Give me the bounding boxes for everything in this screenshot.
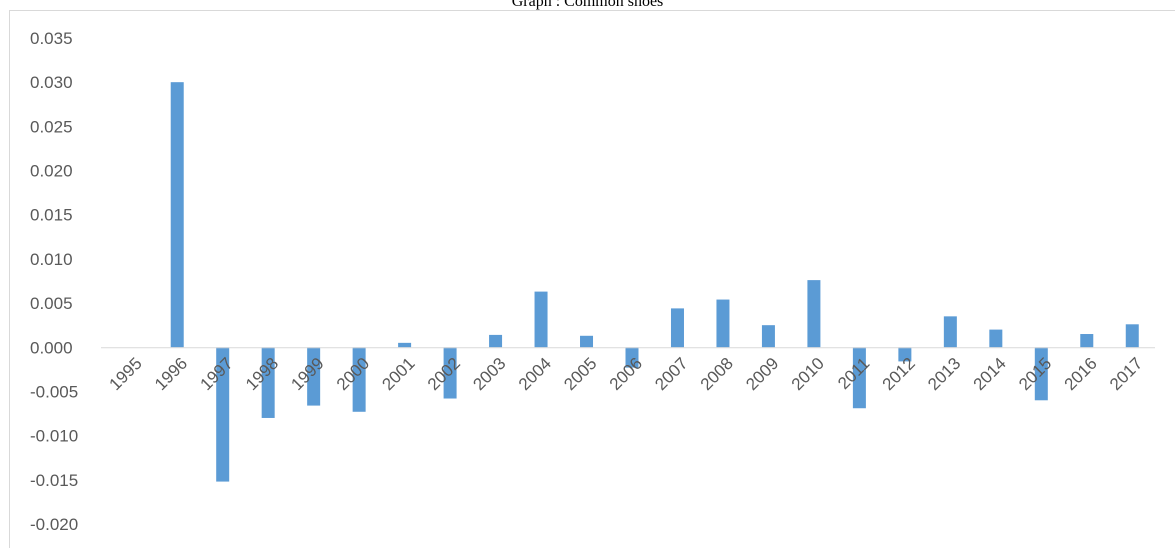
x-tick-label: 2013 [924, 354, 964, 394]
bar-2007 [670, 308, 684, 348]
y-axis-labels: 0.035 0.030 0.025 0.020 0.015 0.010 0.005 0.000… [30, 29, 78, 534]
x-tick-label: 2017 [1106, 354, 1146, 394]
x-tick-label: 2007 [651, 354, 691, 394]
x-tick-label: 2012 [879, 354, 919, 394]
y-tick-label: 0.030 [30, 73, 73, 92]
bar-2014 [989, 329, 1003, 348]
bar-2001 [398, 342, 412, 348]
y-tick-label: -0.005 [30, 382, 78, 401]
bar-1996 [170, 82, 184, 348]
y-tick-label: -0.010 [30, 427, 78, 446]
bar-2009 [761, 325, 775, 348]
y-tick-label: 0.010 [30, 250, 73, 269]
x-tick-label: 2008 [697, 354, 737, 394]
x-axis-labels: 1995 1996 1997 1998 1999 2000 2001 2002 2003 2004… [106, 354, 1147, 394]
x-tick-label: 2014 [970, 354, 1010, 394]
x-tick-label: 2004 [515, 354, 555, 394]
x-tick-label: 2001 [378, 354, 418, 394]
bar-2008 [716, 299, 730, 348]
y-tick-label: 0.020 [30, 162, 73, 181]
bar-2002 [443, 347, 457, 399]
bar-2015 [1034, 347, 1048, 401]
y-tick-label: 0.025 [30, 117, 73, 136]
bar-1999 [307, 347, 321, 406]
bar-2017 [1125, 324, 1139, 348]
bar-2016 [1080, 334, 1094, 348]
bar-2004 [534, 291, 548, 348]
bar-1997 [216, 347, 230, 482]
bar-2000 [352, 347, 366, 412]
x-tick-label: 2010 [788, 354, 828, 394]
y-tick-label: -0.015 [30, 471, 78, 490]
y-tick-label: 0.005 [30, 294, 73, 313]
y-tick-label: 0.000 [30, 338, 73, 357]
y-tick-label: 0.015 [30, 206, 73, 225]
chart-title: Graph : Common shoes [511, 0, 664, 10]
x-tick-label: 2006 [606, 354, 646, 394]
bar-2011 [852, 347, 866, 409]
bar-2003 [489, 334, 503, 348]
x-tick-label: 2016 [1061, 354, 1101, 394]
bar-2013 [943, 316, 957, 348]
x-tick-label: 2003 [469, 354, 509, 394]
x-tick-label: 1996 [151, 354, 191, 394]
bar-2012 [898, 347, 912, 362]
bars [170, 82, 1139, 482]
y-tick-label: 0.035 [30, 29, 73, 48]
x-tick-label: 1995 [106, 354, 146, 394]
x-tick-label: 2009 [742, 354, 782, 394]
bar-2006 [625, 347, 639, 368]
bar-1998 [261, 347, 275, 418]
bar-2005 [580, 335, 594, 348]
bar-2010 [807, 280, 821, 348]
x-tick-label: 2005 [560, 354, 600, 394]
y-tick-label: -0.020 [30, 515, 78, 534]
